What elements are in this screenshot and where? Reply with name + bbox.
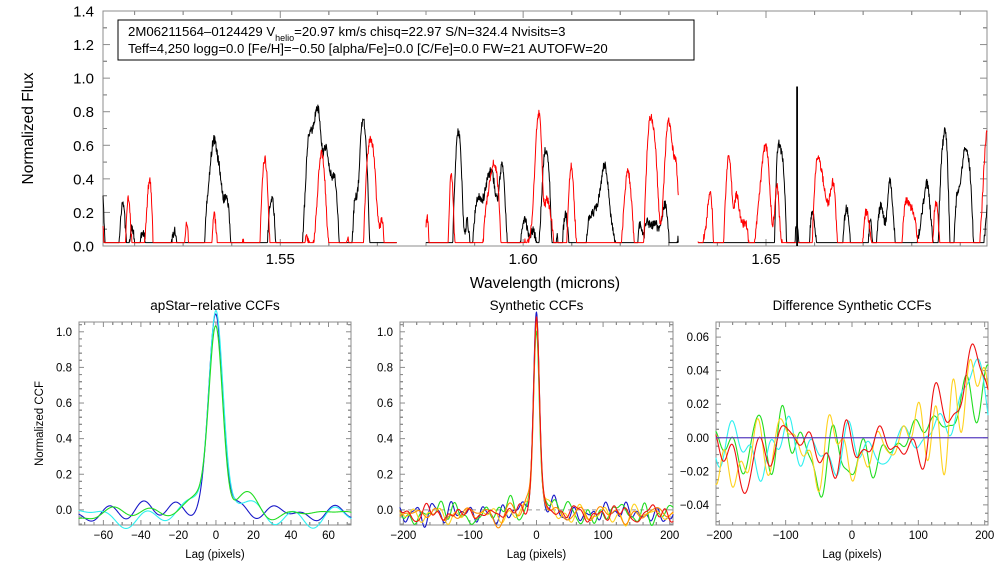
spectrum-trace-observed [697,127,988,244]
spectrum-yticklabel: 1.4 [73,4,94,21]
difference-synthetic-ccfs-trace-diff-red [715,343,989,494]
apstar-relative-ccfs-xticklabel: 60 [322,530,335,542]
spectrum-yticklabel: 1.2 [73,37,94,54]
synthetic-ccfs-yticklabel: 0.8 [377,362,393,374]
spectrum-yticklabel: 0.2 [73,205,94,222]
difference-synthetic-ccfs-xticklabel: −200 [706,530,732,542]
synthetic-ccfs-yticklabel: 0.2 [377,469,393,481]
spectrum-trace-synthetic [102,135,397,244]
difference-synthetic-ccfs-xticklabel: −100 [773,530,799,542]
spectrum-yticklabel: 0.8 [73,104,94,121]
apstar-relative-ccfs-xticklabel: −20 [169,530,189,542]
difference-synthetic-ccfs-yticklabel: 0.06 [687,332,709,344]
annotation-line-1: 2M06211564–0124429 Vhelio=20.97 km/s chi… [128,24,565,43]
synthetic-ccfs-trace-syn-5 [399,316,674,523]
apstar-relative-ccfs-xticklabel: 40 [285,530,298,542]
apstar-relative-ccfs-title: apStar−relative CCFs [150,298,280,313]
synthetic-ccfs-title: Synthetic CCFs [490,298,584,313]
synthetic-ccfs-trace-syn-2 [399,330,674,526]
synthetic-ccfs-xticklabel: 200 [660,530,679,542]
difference-synthetic-ccfs-plot-frame [715,321,989,526]
synthetic-ccfs-xticklabel: −100 [457,530,483,542]
annotation-line-2: Teff=4,250 logg=0.0 [Fe/H]=−0.50 [alpha/… [128,41,608,56]
apstar-relative-ccfs-trace-ccf-1 [78,313,352,522]
difference-synthetic-ccfs-yticklabel: 0.04 [687,366,710,378]
difference-synthetic-ccfs-yticklabel: −0.02 [680,466,709,478]
synthetic-ccfs-yticklabel: 1.0 [377,327,393,339]
difference-synthetic-ccfs-xticklabel: 100 [909,530,928,542]
spectrum-yticklabel: 0.0 [73,239,94,256]
apstar-relative-ccfs-trace-ccf-3 [78,325,352,521]
synthetic-ccfs-trace-syn-1 [399,311,674,528]
apstar-relative-ccfs-xticklabel: −60 [94,530,114,542]
difference-synthetic-ccfs-xticklabel: 200 [975,530,994,542]
spectrum-yaxis-title: Normalized Flux [20,72,37,184]
apstar-relative-ccfs-yticklabel: 0.2 [56,469,72,481]
apstar-relative-ccfs-xticklabel: −40 [131,530,151,542]
apstar-relative-ccfs-plot-frame [78,321,352,526]
difference-synthetic-ccfs-yticklabel: −0.04 [680,500,710,512]
spectrum-yticklabel: 1.0 [73,71,94,88]
spectrum-xticklabel: 1.55 [266,251,295,268]
difference-synthetic-ccfs-trace-diff-cyan [715,358,989,482]
synthetic-ccfs-trace-syn-4 [399,319,674,529]
spectrum-yticklabel: 0.4 [73,171,94,188]
spectrum-yticklabel: 0.6 [73,138,94,155]
apstar-relative-ccfs-xticklabel: 0 [213,530,219,542]
apstar-relative-ccfs-yticklabel: 0.8 [56,362,72,374]
synthetic-ccfs-trace-syn-3 [399,321,674,527]
difference-synthetic-ccfs-trace-diff-green [715,364,989,498]
synthetic-ccfs-yticklabel: 0.0 [377,505,393,517]
spectrum-xticklabel: 1.60 [509,251,538,268]
apstar-relative-ccfs-yticklabel: 0.0 [56,505,72,517]
apstar-relative-ccfs-xaxis-title: Lag (pixels) [185,549,245,561]
apstar-relative-ccfs-yticklabel: 1.0 [56,327,72,339]
difference-synthetic-ccfs-xticklabel: 0 [849,530,855,542]
apstar-relative-ccfs-trace-ccf-2 [78,310,352,530]
synthetic-ccfs-xticklabel: −200 [390,530,416,542]
apstar-relative-ccfs-yticklabel: 0.4 [56,434,73,446]
spectrum-xaxis-title: Wavelength (microns) [470,275,620,292]
synthetic-ccfs-plot-frame [399,321,674,526]
apstar-relative-ccfs-yaxis-title: Normalized CCF [34,381,46,466]
spectrum-trace-synthetic [425,109,679,244]
spectrum-trace-synthetic [697,130,988,244]
difference-synthetic-ccfs-xaxis-title: Lag (pixels) [822,549,882,561]
apstar-relative-ccfs-xticklabel: 20 [247,530,260,542]
difference-synthetic-ccfs-yticklabel: 0.00 [687,433,709,445]
spectrum-xticklabel: 1.65 [751,251,780,268]
synthetic-ccfs-yticklabel: 0.4 [377,434,394,446]
spectrum-trace-observed [102,104,397,244]
apstar-relative-ccfs-yticklabel: 0.6 [56,398,72,410]
difference-synthetic-ccfs-yticklabel: 0.02 [687,399,709,411]
synthetic-ccfs-yticklabel: 0.6 [377,398,393,410]
difference-synthetic-ccfs-title: Difference Synthetic CCFs [773,298,932,313]
difference-synthetic-ccfs-trace-diff-yellow [715,358,989,493]
synthetic-ccfs-xticklabel: 100 [593,530,612,542]
synthetic-ccfs-xaxis-title: Lag (pixels) [507,549,567,561]
annotation-box [117,19,695,61]
synthetic-ccfs-xticklabel: 0 [533,530,539,542]
